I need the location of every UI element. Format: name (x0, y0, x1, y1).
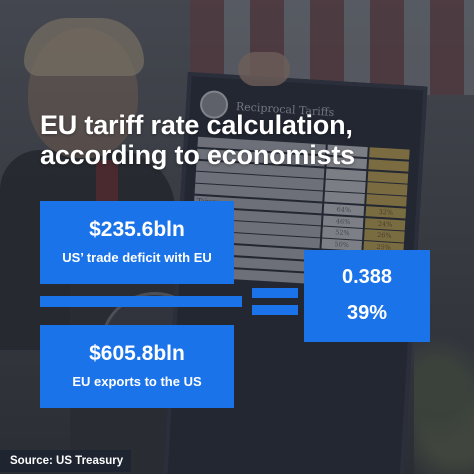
result-ratio: 0.388 (341, 266, 393, 288)
speaker-hair (24, 18, 144, 76)
headline-line-2: according to economists (40, 140, 355, 170)
fraction-bar (40, 296, 242, 307)
eu-exports-label: EU exports to the US (72, 374, 202, 389)
eu-exports-value: $605.8bln (89, 342, 185, 365)
result-box: 0.388 39% (304, 250, 430, 342)
speaker-hand (238, 52, 290, 86)
equals-sign-bottom-bar (252, 305, 298, 315)
trade-deficit-label: US’ trade deficit with EU (62, 250, 212, 265)
equals-sign-top-bar (252, 288, 298, 298)
background-tree (414, 334, 474, 474)
source-label: Source: US Treasury (0, 450, 132, 472)
denominator-box: $605.8bln EU exports to the US (40, 325, 234, 408)
numerator-box: $235.6bln US’ trade deficit with EU (40, 201, 234, 284)
headline: EU tariff rate calculation, according to… (40, 110, 440, 170)
trade-deficit-value: $235.6bln (89, 218, 185, 241)
result-percent: 39% (346, 302, 388, 324)
headline-line-1: EU tariff rate calculation, (40, 110, 353, 140)
